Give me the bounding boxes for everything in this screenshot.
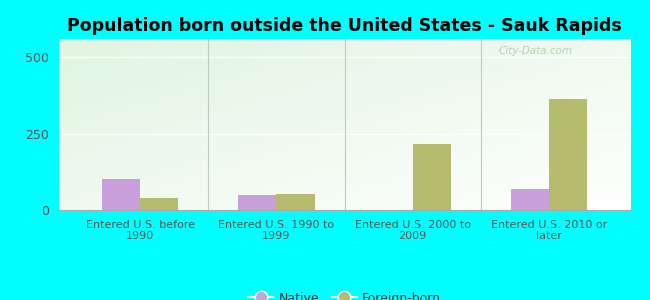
Title: Population born outside the United States - Sauk Rapids: Population born outside the United State… (67, 17, 622, 35)
Bar (276, 194, 315, 210)
Bar (239, 195, 276, 210)
Bar (549, 98, 587, 210)
Bar (102, 179, 140, 210)
Text: City-Data.com: City-Data.com (499, 46, 573, 56)
Bar (413, 144, 450, 210)
Legend: Native, Foreign-born: Native, Foreign-born (244, 287, 445, 300)
Bar (511, 189, 549, 210)
Bar (140, 198, 178, 210)
